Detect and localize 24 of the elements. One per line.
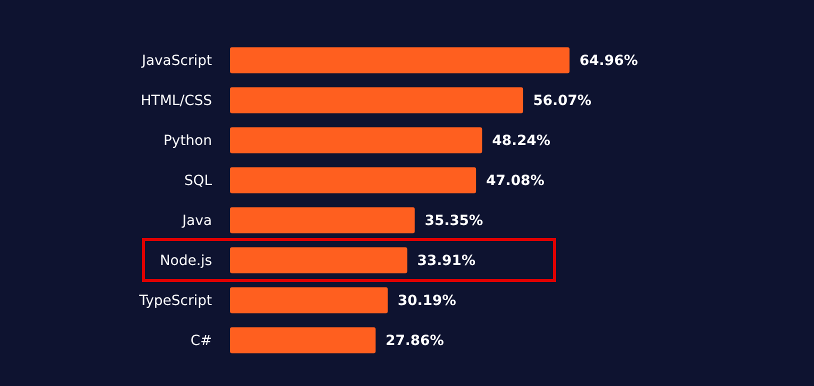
y-tick-label: JavaScript — [140, 52, 212, 69]
y-tick-label: SQL — [184, 172, 212, 189]
bar — [230, 167, 476, 194]
data-label: 56.07% — [533, 93, 592, 110]
data-label: 35.35% — [424, 213, 484, 230]
data-label: 30.19% — [398, 293, 456, 310]
y-tick-label: Node.js — [160, 252, 212, 269]
y-tick-label: HTML/CSS — [140, 92, 212, 109]
bar — [230, 247, 408, 274]
y-tick-label: Python — [163, 132, 212, 149]
bar — [230, 327, 376, 354]
bar — [230, 207, 415, 234]
data-label: 48.24% — [492, 133, 550, 150]
data-label: 33.91% — [417, 253, 476, 270]
y-tick-label: Java — [181, 212, 212, 229]
bar — [230, 287, 388, 314]
bar — [230, 47, 570, 74]
data-label: 64.96% — [580, 53, 638, 70]
data-label: 47.08% — [486, 173, 544, 190]
y-tick-label: TypeScript — [138, 292, 213, 309]
y-tick-label: C# — [190, 332, 212, 349]
bar — [230, 87, 524, 114]
bar — [230, 127, 482, 154]
data-label: 27.86% — [386, 333, 444, 350]
